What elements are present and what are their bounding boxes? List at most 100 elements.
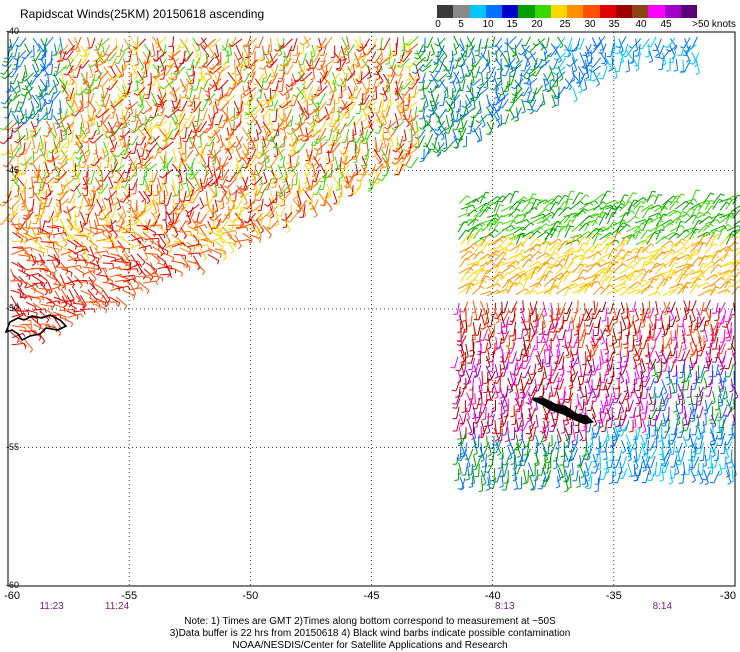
wind-barb: [188, 222, 191, 224]
wind-barb: [100, 104, 104, 106]
wind-barb: [132, 65, 138, 76]
wind-barb: [190, 137, 194, 138]
wind-barb: [510, 71, 513, 73]
wind-barb: [88, 101, 95, 111]
wind-barb: [548, 219, 550, 222]
wind-barb: [144, 44, 151, 54]
wind-barb: [197, 49, 200, 52]
wind-barb: [77, 316, 78, 320]
wind-barb: [2, 214, 11, 225]
wind-barb: [530, 112, 533, 114]
wind-barb: [243, 223, 254, 226]
wind-barb: [35, 95, 39, 97]
wind-barb: [66, 202, 70, 203]
wind-barb: [235, 121, 242, 130]
wind-barb: [169, 77, 172, 80]
wind-barb: [133, 136, 138, 145]
wind-barb: [526, 72, 529, 74]
wind-barb: [659, 221, 663, 222]
wind-barb: [179, 262, 190, 267]
wind-barb: [82, 60, 89, 68]
wind-barb: [30, 349, 33, 352]
wind-barb: [98, 189, 102, 190]
wind-barb: [40, 113, 48, 121]
wind-barb: [238, 205, 248, 215]
wind-barb: [37, 142, 40, 153]
wind-barb: [32, 177, 33, 188]
wind-barb: [290, 105, 294, 106]
wind-barb: [86, 155, 90, 156]
wind-barb: [287, 230, 290, 232]
wind-barb: [482, 125, 485, 127]
wind-barb: [249, 239, 250, 243]
wind-barb: [631, 205, 635, 206]
wind-barb: [336, 84, 339, 86]
wind-barb: [80, 285, 83, 288]
wind-barb: [283, 227, 287, 228]
wind-barb: [409, 109, 411, 119]
wind-barb: [57, 158, 61, 160]
wind-barb: [528, 91, 532, 92]
wind-barb: [498, 201, 502, 202]
wind-barb: [57, 119, 61, 120]
wind-barb: [142, 199, 145, 202]
wind-barb: [212, 163, 216, 164]
wind-barb: [154, 171, 158, 182]
wind-barb: [199, 227, 207, 238]
wind-barb: [180, 231, 191, 232]
wind-barb: [86, 89, 90, 90]
wind-barb: [312, 52, 313, 66]
wind-barb: [511, 117, 514, 120]
wind-barb: [263, 89, 267, 90]
wind-barb: [433, 151, 437, 153]
wind-barb: [116, 114, 119, 125]
wind-barb: [251, 183, 254, 185]
wind-barb: [421, 98, 425, 99]
wind-barb: [296, 172, 297, 185]
wind-barb: [501, 233, 513, 238]
wind-barb: [110, 287, 122, 291]
wind-barb: [498, 93, 502, 94]
wind-barb: [267, 160, 270, 163]
wind-barb: [37, 97, 40, 99]
wind-barb: [58, 65, 66, 73]
wind-barb: [688, 214, 690, 217]
wind-barb: [76, 59, 82, 71]
wind-barb: [165, 184, 168, 194]
wind-barb: [704, 203, 708, 205]
wind-barb: [58, 163, 62, 164]
wind-barb: [495, 115, 501, 125]
wind-barb: [304, 182, 308, 184]
wind-barb: [20, 58, 25, 67]
wind-barb: [65, 147, 69, 148]
wind-barb: [407, 166, 411, 167]
wind-barb: [336, 70, 340, 71]
wind-barb: [170, 138, 174, 139]
wind-barb: [117, 248, 118, 252]
wind-barb: [471, 121, 473, 134]
wind-barb: [165, 195, 168, 197]
wind-barb: [232, 219, 235, 230]
wind-barb: [395, 174, 399, 175]
wind-barb: [27, 220, 31, 233]
wind-barb: [185, 46, 190, 56]
wind-barb: [625, 237, 629, 238]
wind-barb: [74, 268, 84, 274]
wind-barb: [278, 54, 281, 56]
wind-barb: [509, 209, 517, 217]
wind-barb: [163, 245, 166, 248]
wind-barb: [103, 290, 110, 300]
wind-barb: [527, 220, 529, 223]
wind-barb: [102, 78, 108, 87]
wind-barb: [360, 102, 361, 114]
wind-barb: [0, 223, 2, 225]
wind-barb: [159, 234, 166, 244]
wind-barb: [443, 148, 447, 149]
wind-barb: [659, 57, 663, 59]
wind-barb: [44, 136, 46, 146]
wind-barb: [320, 78, 321, 89]
wind-barb: [425, 38, 426, 51]
wind-barb: [662, 225, 665, 228]
wind-barb: [412, 134, 415, 136]
wind-barb: [86, 249, 88, 252]
